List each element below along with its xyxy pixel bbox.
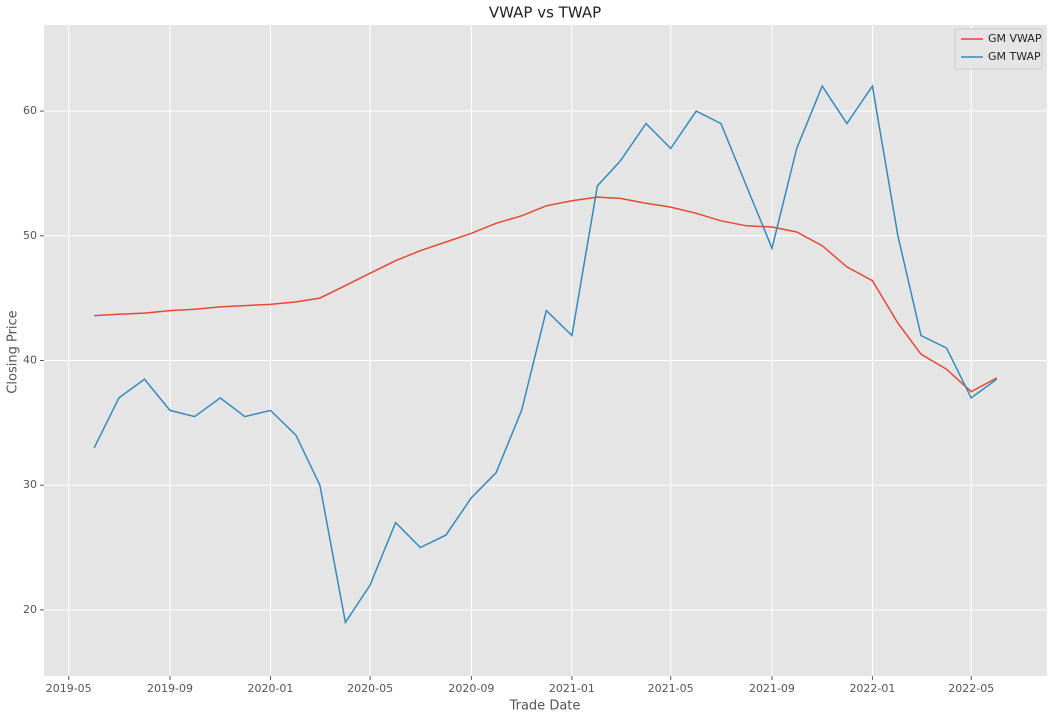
legend-label: GM VWAP	[988, 32, 1042, 45]
x-tick-label: 2021-01	[549, 682, 595, 695]
y-tick-label: 20	[23, 603, 37, 616]
y-tick-label: 30	[23, 478, 37, 491]
y-tick-label: 60	[23, 104, 37, 117]
x-tick-label: 2022-01	[849, 682, 895, 695]
x-tick-label: 2020-09	[448, 682, 494, 695]
series-line	[94, 196, 998, 393]
y-tick-label: 40	[23, 353, 37, 366]
legend-label: GM TWAP	[988, 50, 1041, 63]
x-tick-label: 2021-09	[749, 682, 795, 695]
watermark: CSDN @卖山楂啦prss	[864, 691, 1039, 711]
x-tick-label: 2019-09	[147, 682, 193, 695]
series-line	[93, 84, 998, 625]
x-tick-label: 2021-05	[648, 682, 694, 695]
x-tick-label: 2019-05	[46, 682, 92, 695]
chart-title: VWAP vs TWAP	[489, 4, 601, 22]
y-tick-label: 50	[23, 229, 37, 242]
y-axis-label: Closing Price	[6, 310, 21, 393]
x-axis-label: Trade Date	[509, 699, 581, 714]
plot-area	[44, 25, 1047, 676]
x-tick-label: 2020-05	[347, 682, 393, 695]
x-tick-label: 2020-01	[247, 682, 293, 695]
x-tick-label: 2022-05	[948, 682, 994, 695]
